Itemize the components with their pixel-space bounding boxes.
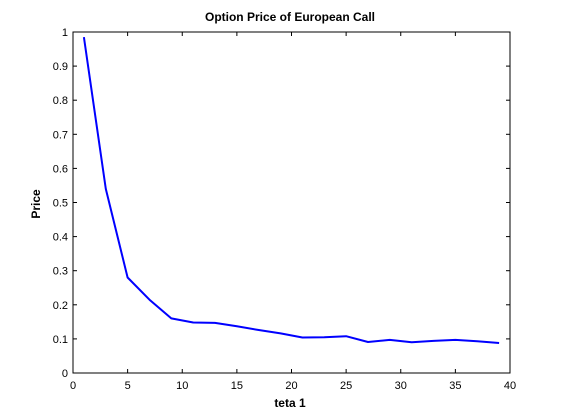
x-tick-label: 10 xyxy=(176,380,188,392)
y-axis-ticks: 0 0.1 0.2 0.3 0.4 0.5 0.6 0.7 0.8 0.9 1 xyxy=(53,27,510,380)
x-axis-label: teta 1 xyxy=(274,396,306,410)
axes-frame xyxy=(72,31,511,374)
x-tick-label: 5 xyxy=(125,380,131,392)
y-tick-label: 0.8 xyxy=(53,95,68,107)
x-tick-label: 15 xyxy=(231,380,243,392)
y-tick-label: 0.2 xyxy=(53,300,68,312)
chart-title: Option Price of European Call xyxy=(205,10,375,24)
x-tick-label: 20 xyxy=(285,380,297,392)
x-tick-label: 30 xyxy=(395,380,407,392)
y-tick-label: 0.5 xyxy=(53,198,68,210)
y-tick-label: 0.3 xyxy=(53,266,68,278)
x-tick-label: 0 xyxy=(70,380,76,392)
y-tick-label: 0 xyxy=(62,368,68,380)
y-tick-label: 0.1 xyxy=(53,334,68,346)
y-tick-label: 0.7 xyxy=(53,129,68,141)
y-tick-label: 1 xyxy=(62,27,68,39)
x-axis-ticks: 0 5 10 15 20 25 30 35 40 xyxy=(70,32,516,392)
y-tick-label: 0.4 xyxy=(53,232,68,244)
plot-area: 0 5 10 15 20 25 30 35 40 00.10.20.30.40.50.60.70… xyxy=(53,27,516,392)
x-tick-label: 35 xyxy=(449,380,461,392)
x-tick-label: 25 xyxy=(340,380,352,392)
y-axis-label: Price xyxy=(29,189,43,219)
price-series-line xyxy=(82,36,500,344)
x-tick-label: 40 xyxy=(504,380,516,392)
y-tick-label: 0.9 xyxy=(53,61,68,73)
series-layer xyxy=(82,36,500,344)
y-tick-label: 0.6 xyxy=(53,163,68,175)
